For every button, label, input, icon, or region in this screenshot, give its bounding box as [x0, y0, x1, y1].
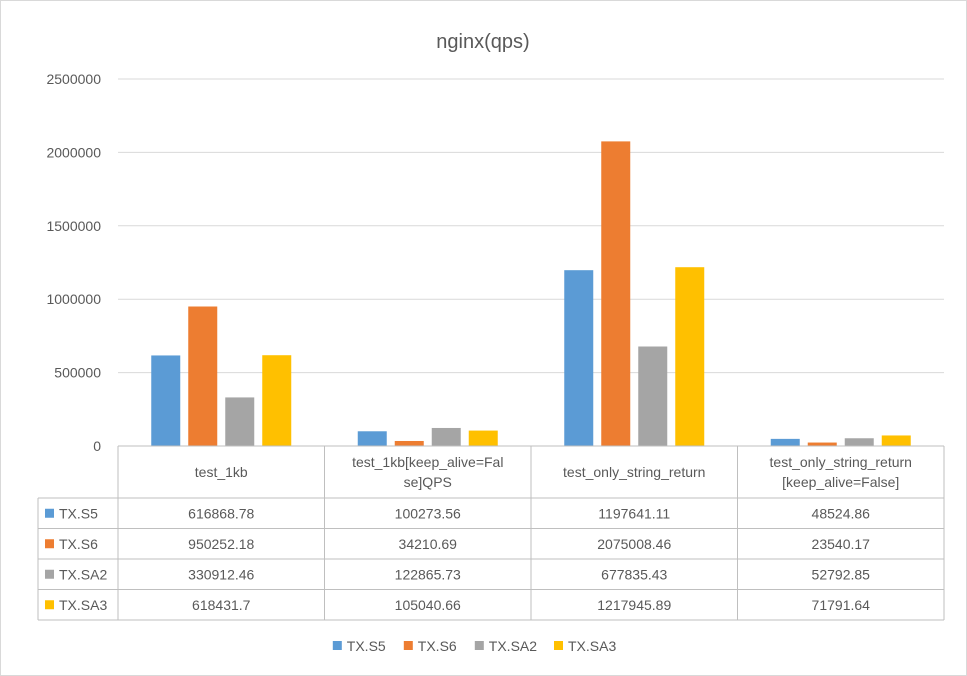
legend-key — [554, 641, 563, 650]
bar — [564, 270, 594, 446]
bar — [468, 430, 498, 446]
bar — [151, 355, 181, 446]
data-label: 105040.66 — [395, 597, 461, 613]
x-category-label: test_only_string_return — [770, 454, 912, 470]
x-category-label: test_1kb — [195, 464, 248, 480]
data-label: 52792.85 — [812, 566, 871, 582]
legend-label: TX.SA2 — [489, 638, 537, 654]
data-label: 1217945.89 — [597, 597, 671, 613]
y-tick-label: 1500000 — [46, 218, 101, 234]
bar — [770, 438, 800, 446]
y-tick-label: 2500000 — [46, 71, 101, 87]
table-legend-key — [45, 508, 54, 518]
y-tick-label: 500000 — [54, 365, 101, 381]
data-label: 122865.73 — [395, 566, 461, 582]
y-tick-label: 0 — [93, 438, 101, 454]
x-category-label: se]QPS — [404, 474, 452, 490]
table-series-name: TX.S6 — [59, 536, 98, 552]
data-label: 100273.56 — [395, 505, 461, 521]
table-legend-key — [45, 539, 54, 549]
data-label: 48524.86 — [812, 505, 871, 521]
data-label: 677835.43 — [601, 566, 667, 582]
table-series-name: TX.SA2 — [59, 566, 107, 582]
table-series-name: TX.SA3 — [59, 597, 107, 613]
bar — [394, 440, 424, 446]
bar — [357, 431, 387, 446]
table-legend-key — [45, 569, 54, 579]
bar — [638, 346, 668, 446]
bar — [844, 438, 874, 446]
table-legend-key — [45, 600, 54, 610]
chart-title: nginx(qps) — [436, 31, 529, 53]
y-tick-label: 1000000 — [46, 291, 101, 307]
bar — [881, 435, 911, 446]
x-category-label: test_only_string_return — [563, 464, 705, 480]
data-label: 23540.17 — [812, 536, 871, 552]
data-label: 2075008.46 — [597, 536, 671, 552]
data-label: 950252.18 — [188, 536, 254, 552]
bar — [262, 355, 292, 446]
legend-key — [403, 641, 413, 650]
data-label: 330912.46 — [188, 566, 254, 582]
bar — [675, 267, 705, 446]
data-label: 616868.78 — [188, 505, 254, 521]
bar — [431, 427, 461, 446]
bar — [225, 397, 255, 446]
bar — [807, 442, 837, 446]
legend-label: TX.S6 — [418, 638, 457, 654]
legend-key — [332, 641, 342, 650]
data-label: 1197641.11 — [598, 505, 670, 521]
legend-key — [474, 641, 484, 650]
legend-label: TX.S5 — [347, 638, 386, 654]
legend-label: TX.SA3 — [568, 638, 616, 654]
data-label: 618431.7 — [192, 597, 251, 613]
x-category-label: [keep_alive=False] — [782, 474, 899, 490]
x-category-label: test_1kb[keep_alive=Fal — [352, 454, 503, 470]
bar — [601, 141, 631, 446]
table-series-name: TX.S5 — [59, 505, 98, 521]
data-label: 71791.64 — [812, 597, 871, 613]
bar — [188, 306, 218, 446]
data-label: 34210.69 — [399, 536, 458, 552]
y-tick-label: 2000000 — [46, 144, 101, 160]
